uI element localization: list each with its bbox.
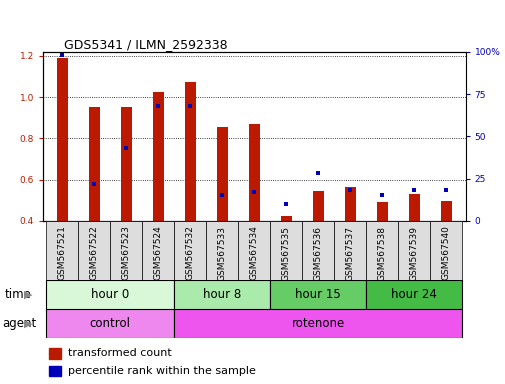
Bar [49, 366, 61, 376]
Bar [408, 194, 419, 221]
Bar [46, 280, 174, 309]
Bar [142, 221, 174, 280]
Bar [440, 201, 451, 221]
Text: hour 24: hour 24 [390, 288, 436, 301]
Text: ▶: ▶ [24, 290, 32, 300]
Bar [344, 187, 355, 221]
Bar [301, 221, 334, 280]
Text: GSM567537: GSM567537 [345, 225, 354, 281]
Text: GSM567532: GSM567532 [185, 225, 194, 280]
Bar [397, 221, 429, 280]
Bar [78, 221, 110, 280]
Bar [270, 280, 366, 309]
Text: hour 0: hour 0 [91, 288, 129, 301]
Bar [334, 221, 366, 280]
Text: rotenone: rotenone [291, 317, 344, 330]
Bar [216, 127, 227, 221]
Bar [280, 216, 291, 221]
Text: GSM567524: GSM567524 [154, 225, 163, 280]
Bar [429, 221, 462, 280]
Text: time: time [5, 288, 32, 301]
Text: GSM567540: GSM567540 [441, 225, 450, 280]
Bar [366, 280, 462, 309]
Bar [46, 221, 78, 280]
Bar [88, 108, 99, 221]
Text: ▶: ▶ [24, 318, 32, 329]
Bar [120, 108, 132, 221]
Text: GSM567534: GSM567534 [249, 225, 258, 280]
Text: percentile rank within the sample: percentile rank within the sample [67, 366, 255, 376]
Bar [57, 58, 68, 221]
Text: GSM567533: GSM567533 [217, 225, 226, 281]
Text: GSM567521: GSM567521 [58, 225, 67, 280]
Text: GSM567522: GSM567522 [89, 225, 98, 280]
Text: GSM567535: GSM567535 [281, 225, 290, 281]
Bar [206, 221, 238, 280]
Bar [184, 82, 195, 221]
Bar [174, 221, 206, 280]
Text: agent: agent [3, 317, 37, 330]
Text: GDS5341 / ILMN_2592338: GDS5341 / ILMN_2592338 [64, 38, 227, 51]
Bar [270, 221, 301, 280]
Bar [312, 191, 323, 221]
Text: transformed count: transformed count [67, 348, 171, 358]
Bar [153, 92, 164, 221]
Text: GSM567536: GSM567536 [313, 225, 322, 281]
Bar [366, 221, 397, 280]
Bar [49, 348, 61, 359]
Text: hour 8: hour 8 [203, 288, 241, 301]
Text: GSM567523: GSM567523 [122, 225, 130, 280]
Text: GSM567538: GSM567538 [377, 225, 386, 281]
Bar [174, 280, 270, 309]
Text: GSM567539: GSM567539 [409, 225, 418, 281]
Bar [248, 124, 260, 221]
Bar [376, 202, 387, 221]
Bar [238, 221, 270, 280]
Text: hour 15: hour 15 [295, 288, 340, 301]
Bar [46, 309, 174, 338]
Bar [174, 309, 462, 338]
Text: control: control [89, 317, 130, 330]
Bar [110, 221, 142, 280]
